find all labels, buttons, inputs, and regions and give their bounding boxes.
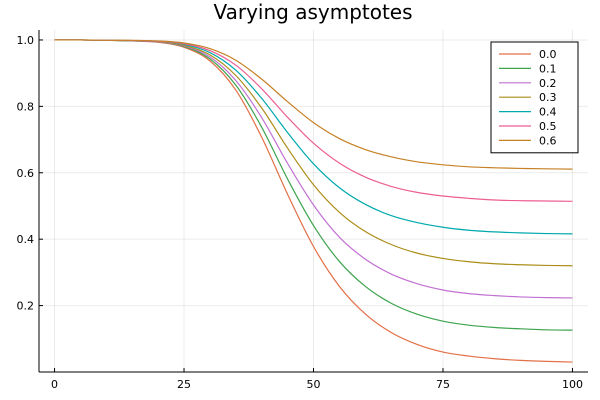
legend-label: 0.5 [539,120,557,133]
x-tick-label: 0 [51,378,58,391]
y-tick-label: 1.0 [17,34,35,47]
x-tick-label: 50 [307,378,321,391]
legend-label: 0.2 [539,77,557,90]
x-tick-label: 25 [177,378,191,391]
y-tick-label: 0.2 [17,300,35,313]
legend-label: 0.6 [539,134,557,147]
x-tick-label: 75 [436,378,450,391]
legend-label: 0.3 [539,91,557,104]
x-tick-label: 100 [562,378,583,391]
legend-label: 0.4 [539,106,557,119]
chart-title: Varying asymptotes [213,0,412,24]
y-tick-label: 0.8 [17,100,35,113]
y-tick-label: 0.4 [17,233,35,246]
series-line-0.6 [54,39,573,170]
legend-label: 0.0 [539,48,557,61]
legend: 0.00.1 0.20.3 0.40.50.6 [490,41,579,154]
y-tick-label: 0.6 [17,167,35,180]
legend-label: 0.1 [539,62,557,75]
series-lines [54,39,573,363]
tick-labels: 0 25 50 75 100 0.2 0.4 0.6 0.8 1.0 [17,34,583,391]
